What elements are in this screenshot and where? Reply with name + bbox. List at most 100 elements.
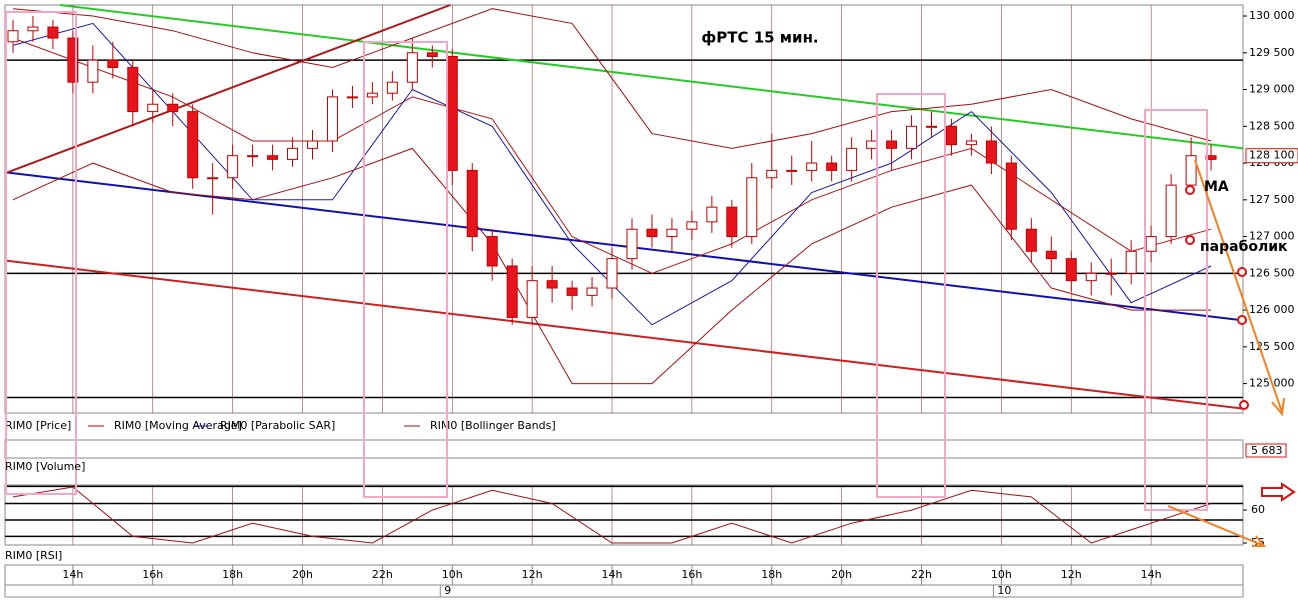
candle-body	[127, 66, 139, 113]
annotation: MA	[1204, 179, 1229, 195]
marker	[1185, 185, 1195, 195]
candle-body	[1185, 155, 1197, 186]
y-tick-label: 129 000	[1249, 83, 1295, 96]
last-price-label: 128 100	[1249, 149, 1295, 162]
candle-body	[67, 37, 79, 83]
y-tick-label: 125 500	[1249, 340, 1295, 353]
legend-label: RIM0 [Bollinger Bands]	[430, 419, 556, 432]
candle-body	[426, 52, 438, 57]
panel-label: RIM0 [Volume]	[5, 460, 85, 473]
y-tick-label: 128 500	[1249, 119, 1295, 132]
indicator-line	[12, 8, 1212, 149]
x-tick-label: 12h	[522, 568, 543, 581]
highlight-box	[363, 41, 448, 498]
arrow-head	[1271, 397, 1285, 417]
candle-body	[207, 177, 219, 180]
candle-body	[406, 52, 418, 83]
candle-body	[1065, 258, 1077, 282]
candle-body	[1085, 272, 1097, 282]
chart-title: фРТС 15 мин.	[701, 29, 818, 47]
time-axis	[4, 564, 1244, 598]
candle-body	[985, 140, 997, 164]
candle-body	[446, 55, 458, 171]
candle-body	[526, 280, 538, 318]
x-tick-label: 14h	[62, 568, 83, 581]
volume-panel	[4, 439, 1244, 459]
candle-body	[147, 103, 159, 113]
candle-body	[267, 155, 279, 160]
candle-body	[307, 140, 319, 149]
highlight-box	[5, 11, 77, 495]
forecast-arrows	[1167, 159, 1285, 547]
candle-body	[1005, 162, 1017, 230]
candle-body	[906, 125, 918, 149]
x-tick-label: 12h	[1061, 568, 1082, 581]
x-tick-label: 22h	[372, 568, 393, 581]
arrow-left	[1261, 482, 1296, 502]
x-tick-label: 20h	[292, 568, 313, 581]
y-tick-label: 126 000	[1249, 303, 1295, 316]
candle-body	[546, 280, 558, 289]
arrow-head	[1252, 535, 1267, 547]
candle-body	[87, 59, 99, 83]
candle-body	[506, 265, 518, 318]
rsi-panel	[4, 484, 1244, 546]
trend-line	[59, 4, 1244, 150]
candle-body	[1165, 184, 1177, 238]
x-tick-label: 14h	[1141, 568, 1162, 581]
trend-line	[4, 171, 1244, 322]
candle-body	[586, 287, 598, 296]
x-tick-label: 10h	[442, 568, 463, 581]
candle-body	[1125, 250, 1137, 274]
marker	[1237, 315, 1247, 325]
date-label: 9	[444, 584, 451, 597]
y-tick-label: 127 000	[1249, 230, 1295, 243]
candle-body	[926, 125, 938, 128]
candle-body	[466, 169, 478, 238]
last-price-box	[1245, 148, 1298, 164]
candle-body	[686, 221, 698, 230]
annotation: параболик	[1200, 239, 1288, 255]
candle-body	[287, 147, 299, 160]
candle-body	[806, 162, 818, 171]
candle-body	[167, 103, 179, 113]
markers	[1185, 185, 1249, 410]
marker	[1237, 267, 1247, 277]
volume-value: 5 683	[1251, 444, 1283, 457]
arrow	[1167, 505, 1263, 546]
candle-body	[366, 92, 378, 98]
candle-body	[566, 287, 578, 296]
candle-body	[746, 177, 758, 238]
marker	[1239, 400, 1249, 410]
x-tick-label: 14h	[602, 568, 623, 581]
candle-body	[646, 228, 658, 238]
candle-body	[846, 147, 858, 171]
candle-body	[826, 162, 838, 171]
candle-body	[486, 236, 498, 267]
price-panel	[4, 4, 1244, 414]
candle-body	[706, 206, 718, 223]
x-tick-label: 18h	[761, 568, 782, 581]
candle-body	[187, 111, 199, 179]
date-label: 10	[997, 584, 1011, 597]
candle-body	[7, 30, 19, 43]
trend-line	[4, 259, 1244, 410]
highlight-box	[876, 93, 946, 498]
candle-body	[766, 169, 778, 179]
candle-body	[866, 140, 878, 149]
candle-body	[1025, 228, 1037, 252]
candle-body	[346, 96, 358, 99]
candle-body	[247, 155, 259, 158]
x-tick-label: 10h	[991, 568, 1012, 581]
rsi-line	[12, 486, 1212, 544]
x-tick-label: 16h	[681, 568, 702, 581]
candle-body	[47, 26, 59, 39]
candle-body	[666, 228, 678, 238]
y-tick-label: 130 000	[1249, 9, 1295, 22]
legend-label: RIM0 [Parabolic SAR]	[220, 419, 335, 432]
candle-body	[1105, 272, 1117, 275]
candle-body	[1145, 236, 1157, 252]
volume-box	[1245, 443, 1287, 458]
